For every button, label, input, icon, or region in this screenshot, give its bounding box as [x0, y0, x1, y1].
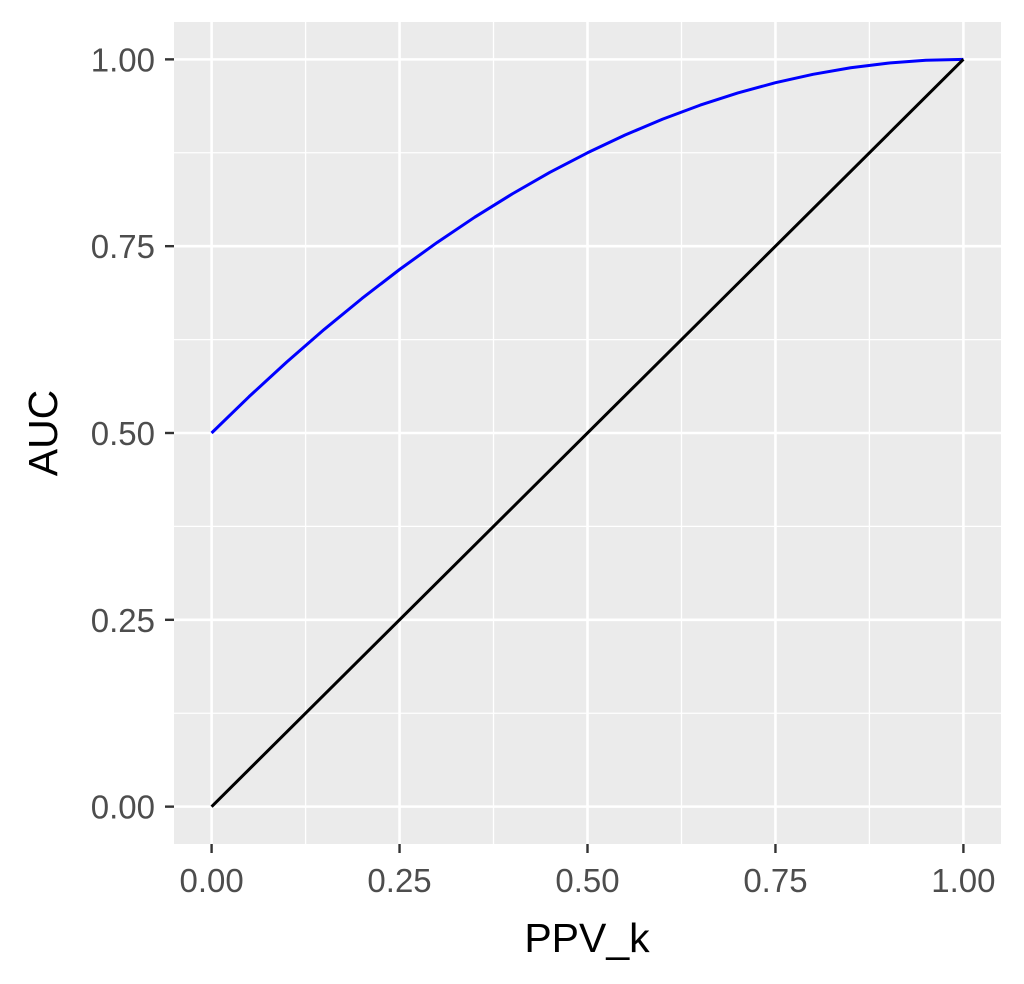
- x-tick-label: 0.50: [555, 862, 619, 899]
- y-tick-label: 1.00: [91, 41, 155, 78]
- series-line-1: [210, 57, 964, 435]
- y-tick-label: 0.75: [91, 228, 155, 265]
- x-axis-title: PPV_k: [524, 915, 650, 961]
- x-axis: 0.00 0.25 0.50 0.75 1.00: [179, 844, 996, 899]
- y-tick-label: 0.50: [91, 415, 155, 452]
- y-tick-label: 0.25: [91, 602, 155, 639]
- x-tick-label: 0.75: [743, 862, 807, 899]
- y-tick-label: 0.00: [91, 789, 155, 826]
- y-axis: 0.00 0.25 0.50 0.75 1.00: [91, 41, 174, 826]
- x-tick-label: 0.00: [179, 862, 243, 899]
- series-layer: [210, 57, 965, 808]
- series-line-2: [210, 58, 965, 808]
- y-axis-title: AUC: [20, 390, 66, 477]
- x-tick-label: 0.25: [367, 862, 431, 899]
- x-tick-label: 1.00: [931, 862, 995, 899]
